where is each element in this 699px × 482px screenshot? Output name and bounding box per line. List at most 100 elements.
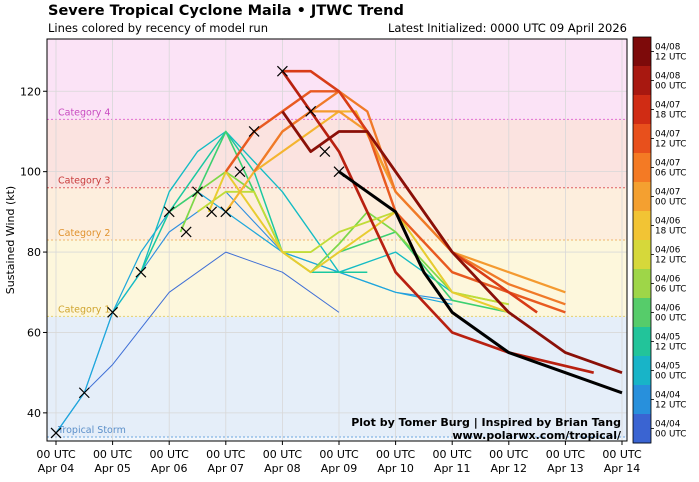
x-tick-label-date: Apr 13	[547, 462, 584, 475]
colorbar-label-date: 04/07	[655, 188, 680, 198]
colorbar-label-date: 04/07	[655, 101, 680, 111]
colorbar-label-time: 12 UTC	[655, 53, 686, 63]
observed-intensity-marker	[50, 427, 62, 439]
x-tick-label-time: 00 UTC	[150, 448, 190, 461]
x-tick-label-date: Apr 05	[94, 462, 131, 475]
x-tick-label-time: 00 UTC	[93, 448, 133, 461]
x-tick-label-time: 00 UTC	[602, 448, 642, 461]
colorbar-label-time: 00 UTC	[655, 314, 686, 324]
latest-forecast-line	[338, 170, 623, 395]
observed-intensity-marker	[220, 206, 232, 218]
observed-intensity-marker	[206, 206, 218, 218]
colorbar-swatch	[633, 124, 651, 154]
observed-intensity-marker	[333, 166, 345, 178]
credit-line-2: www.polarwx.com/tropical/	[452, 429, 622, 442]
colorbar-label-time: 00 UTC	[655, 372, 686, 382]
x-tick-label-time: 00 UTC	[319, 448, 359, 461]
observed-intensity-marker	[234, 166, 246, 178]
colorbar-label-date: 04/06	[655, 275, 681, 285]
y-axis-label: Sustained Wind (kt)	[4, 186, 17, 294]
category-label: Category 2	[58, 228, 110, 239]
y-tick-label: 60	[27, 326, 41, 339]
colorbar-swatch	[633, 356, 651, 386]
x-tick-label-date: Apr 10	[377, 462, 414, 475]
y-tick-label: 100	[20, 166, 41, 179]
colorbar-label-date: 04/07	[655, 130, 680, 140]
x-tick-label-date: Apr 09	[321, 462, 358, 475]
x-tick-label-time: 00 UTC	[433, 448, 473, 461]
colorbar-swatch	[633, 269, 651, 299]
x-tick-label-time: 00 UTC	[206, 448, 246, 461]
chart-title: Severe Tropical Cyclone Maila • JTWC Tre…	[48, 3, 404, 19]
observed-intensity-marker	[305, 105, 317, 117]
colorbar-swatch	[633, 298, 651, 328]
colorbar-label-time: 18 UTC	[655, 227, 686, 237]
colorbar-label-date: 04/04	[655, 391, 681, 401]
colorbar-label-date: 04/05	[655, 333, 680, 343]
colorbar-label-date: 04/08	[655, 43, 680, 53]
colorbar-label-time: 06 UTC	[655, 169, 686, 179]
colorbar-label-date: 04/08	[655, 72, 680, 82]
chart-subtitle: Lines colored by recency of model run	[48, 21, 268, 35]
colorbar-swatch	[633, 182, 651, 212]
category-band	[47, 240, 627, 317]
observed-intensity-marker	[135, 266, 147, 278]
colorbar-swatch	[633, 414, 651, 444]
below-ts-band	[47, 436, 627, 441]
x-tick-label-time: 00 UTC	[36, 448, 76, 461]
colorbar-swatch	[633, 327, 651, 357]
colorbar-swatch	[633, 37, 651, 67]
colorbar-swatch	[633, 240, 651, 270]
colorbar-label-time: 12 UTC	[655, 140, 686, 150]
colorbar-label-time: 12 UTC	[655, 256, 686, 266]
category-band	[47, 119, 627, 188]
x-tick-label-date: Apr 07	[208, 462, 245, 475]
colorbar-swatch	[633, 153, 651, 183]
colorbar-label-date: 04/06	[655, 304, 681, 314]
category-band	[47, 187, 627, 240]
colorbar-swatch	[633, 95, 651, 125]
colorbar-label-date: 04/04	[655, 420, 681, 430]
y-tick-label: 120	[20, 85, 41, 98]
x-tick-label-date: Apr 14	[604, 462, 641, 475]
colorbar-label-date: 04/06	[655, 217, 681, 227]
colorbar-label-date: 04/07	[655, 159, 680, 169]
observed-intensity-marker	[248, 126, 260, 137]
category-label: Category 1	[58, 304, 110, 315]
observed-intensity-marker	[78, 387, 90, 399]
colorbar-swatch	[633, 211, 651, 241]
x-tick-label-date: Apr 06	[151, 462, 188, 475]
observed-intensity-marker	[180, 226, 192, 238]
colorbar-label-time: 12 UTC	[655, 401, 686, 411]
colorbar-label-time: 18 UTC	[655, 111, 686, 121]
colorbar-label-time: 00 UTC	[655, 198, 686, 208]
x-tick-label-date: Apr 08	[264, 462, 301, 475]
colorbar-label-time: 06 UTC	[655, 285, 686, 295]
forecast-line	[281, 110, 623, 375]
observed-intensity-marker	[163, 206, 175, 218]
category-label: Category 4	[58, 107, 110, 118]
forecast-line	[281, 70, 595, 375]
colorbar-frame	[632, 36, 652, 444]
observed-intensity-marker	[107, 306, 119, 318]
category-label: Category 3	[58, 176, 110, 187]
colorbar-swatch	[633, 385, 651, 415]
y-tick-label: 40	[27, 407, 41, 420]
x-tick-label-date: Apr 04	[38, 462, 75, 475]
plot-frame	[46, 38, 628, 442]
x-tick-label-time: 00 UTC	[263, 448, 303, 461]
y-tick-label: 80	[27, 246, 41, 259]
category-label: Tropical Storm	[57, 425, 126, 436]
colorbar-label-time: 12 UTC	[655, 343, 686, 353]
x-tick-label-date: Apr 11	[434, 462, 471, 475]
colorbar-label-date: 04/06	[655, 246, 681, 256]
category-band	[47, 316, 627, 437]
colorbar-label-date: 04/05	[655, 362, 680, 372]
observed-intensity-marker	[192, 186, 203, 198]
latest-initialized: Latest Initialized: 0000 UTC 09 April 20…	[387, 21, 627, 35]
forecast-line	[207, 170, 510, 314]
x-tick-label-time: 00 UTC	[376, 448, 416, 461]
x-tick-label-time: 00 UTC	[489, 448, 529, 461]
